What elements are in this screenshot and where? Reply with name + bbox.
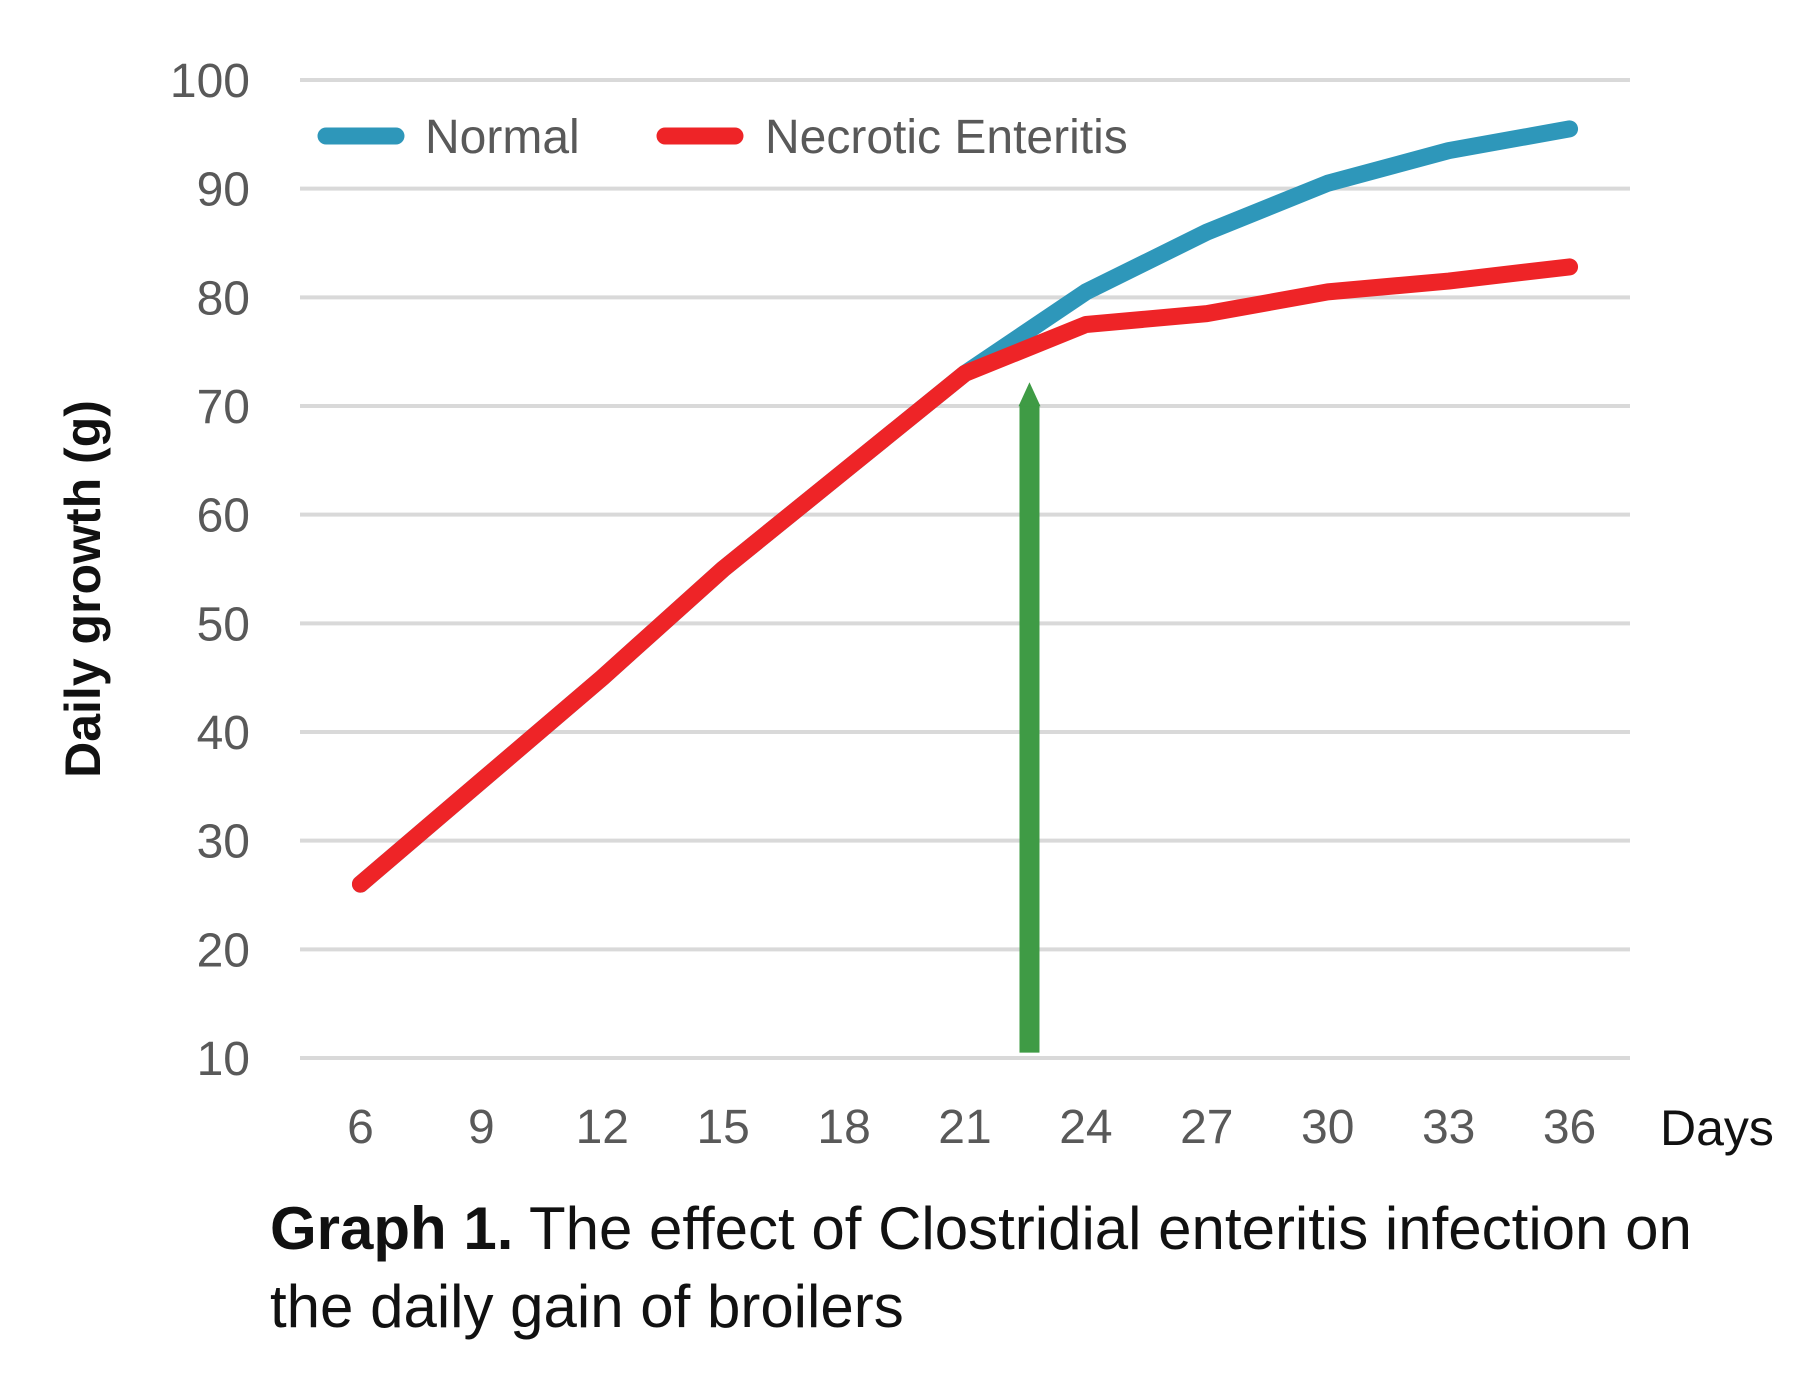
x-tick-label: 6 — [347, 1101, 374, 1154]
y-tick-label: 50 — [197, 598, 250, 651]
y-tick-label: 20 — [197, 924, 250, 977]
y-tick-label: 10 — [197, 1033, 250, 1086]
y-tick-label: 60 — [197, 490, 250, 543]
x-tick-label: 36 — [1543, 1101, 1596, 1154]
infection-arrow — [1018, 382, 1041, 1053]
x-tick-label: 15 — [696, 1101, 749, 1154]
arrow-head — [1018, 382, 1041, 407]
legend: Normal Necrotic Enteritis — [317, 111, 1128, 164]
legend-label: Necrotic Enteritis — [765, 111, 1128, 164]
x-tick-label: 12 — [576, 1101, 629, 1154]
y-tick-label: 100 — [170, 55, 250, 108]
x-tick-label: 9 — [468, 1101, 495, 1154]
y-axis-title: Daily growth (g) — [55, 400, 111, 778]
x-tick-label: 24 — [1059, 1101, 1112, 1154]
x-axis-title: Days — [1660, 1100, 1774, 1156]
x-tick-label: 18 — [817, 1101, 870, 1154]
x-tick-label: 30 — [1301, 1101, 1354, 1154]
series-line-necrotic-enteritis — [351, 258, 1579, 893]
gridlines — [300, 78, 1630, 1060]
x-tick-label: 27 — [1180, 1101, 1233, 1154]
legend-label: Normal — [425, 111, 580, 164]
x-tick-labels: 6 9 12 15 18 21 24 27 30 33 36 — [347, 1101, 1596, 1154]
x-tick-label: 21 — [938, 1101, 991, 1154]
caption-label: Graph 1. — [270, 1195, 514, 1262]
y-tick-label: 70 — [197, 381, 250, 434]
y-tick-label: 90 — [197, 164, 250, 217]
y-tick-label: 80 — [197, 272, 250, 325]
y-tick-label: 30 — [197, 816, 250, 869]
series-line-normal — [351, 120, 1579, 893]
x-tick-label: 33 — [1422, 1101, 1475, 1154]
y-tick-labels: 10 20 30 40 50 60 70 80 90 100 — [170, 55, 250, 1086]
figure-caption: Graph 1. The effect of Clostridial enter… — [270, 1190, 1770, 1346]
y-tick-label: 40 — [197, 707, 250, 760]
series-lines — [351, 120, 1579, 893]
caption-text: The effect of Clostridial enteritis infe… — [270, 1195, 1692, 1340]
